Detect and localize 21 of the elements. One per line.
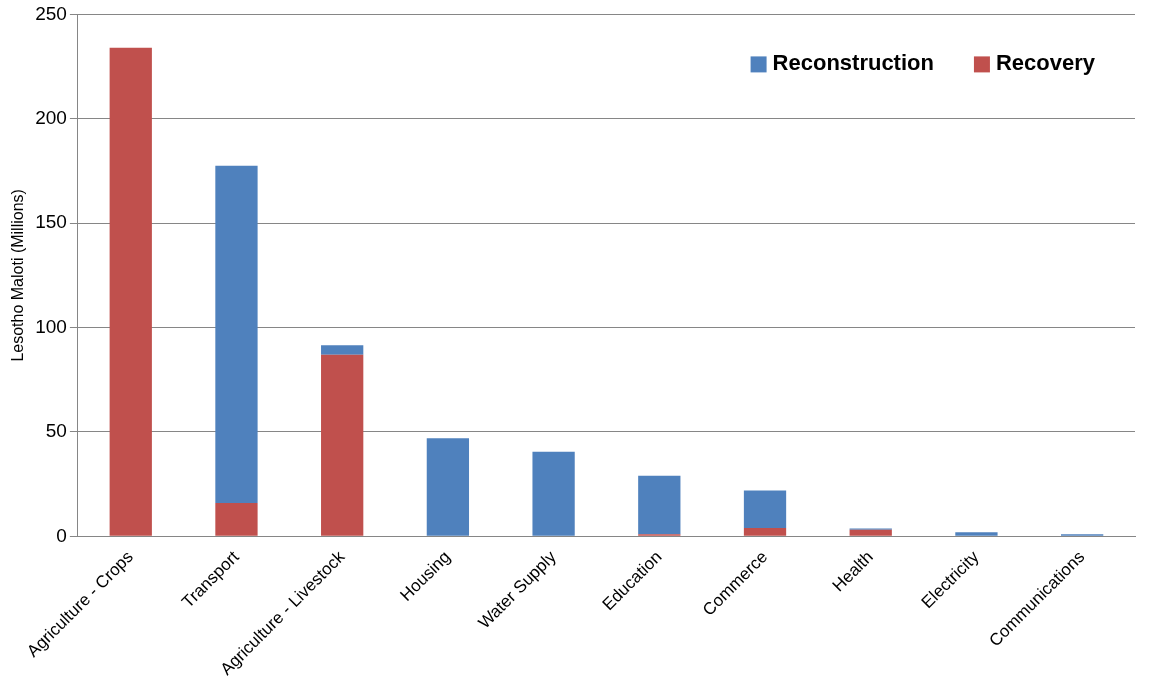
y-tick-label: 250 <box>35 2 67 24</box>
y-tick-label: 0 <box>56 524 67 546</box>
y-tick-label: 50 <box>45 420 67 442</box>
bar <box>849 529 892 536</box>
bar <box>743 527 787 536</box>
bar <box>426 438 470 536</box>
y-axis-title: Lesotho Maloti (Millions) <box>9 189 27 362</box>
y-tick-label: 200 <box>35 107 67 129</box>
bar <box>955 532 998 536</box>
bar <box>743 490 787 528</box>
bar <box>109 47 152 536</box>
bar <box>532 451 575 536</box>
legend-label: Reconstruction <box>772 50 934 76</box>
bar <box>638 475 681 535</box>
legend-label: Recovery <box>995 50 1096 76</box>
y-tick-label: 150 <box>35 211 67 233</box>
y-tick-label: 100 <box>35 315 67 337</box>
bar <box>321 354 364 536</box>
bar <box>321 345 364 355</box>
bar <box>215 165 258 503</box>
bar <box>215 502 258 536</box>
